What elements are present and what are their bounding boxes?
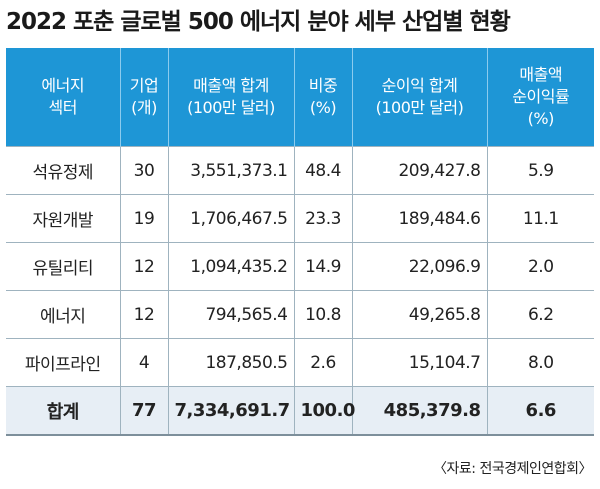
header-companies: 기업 (개) [119,48,168,147]
cell-sector: 파이프라인 [6,338,120,387]
cell-share: 48.4 [293,146,352,195]
cell-share: 14.9 [293,242,352,291]
cell-companies: 12 [119,242,168,291]
header-line: (100만 달러) [375,98,464,117]
header-line: (100만 달러) [187,98,275,117]
header-line: 순이익 합계 [381,76,458,95]
cell-margin: 11.1 [486,194,594,243]
cell-sector: 합계 [6,386,120,436]
cell-revenue: 7,334,691.7 [167,386,294,436]
cell-share: 10.8 [293,290,352,339]
cell-profit: 15,104.7 [351,338,487,387]
table-row: 자원개발 19 1,706,467.5 23.3 189,484.6 11.1 [6,194,594,243]
header-line: (개) [131,98,157,117]
cell-companies: 77 [119,386,168,436]
header-line: 비중 [308,76,338,95]
cell-profit: 209,427.8 [351,146,487,195]
header-line: 기업 [129,76,159,95]
cell-margin: 2.0 [486,242,594,291]
energy-sector-table: 에너지 섹터 기업 (개) 매출액 합계 (100만 달러) 비중 (%) 순이… [6,48,594,436]
cell-sector: 에너지 [6,290,120,339]
cell-share: 2.6 [293,338,352,387]
cell-profit: 49,265.8 [351,290,487,339]
header-line: (%) [309,98,337,117]
cell-sector: 자원개발 [6,194,120,243]
table-row: 석유정제 30 3,551,373.1 48.4 209,427.8 5.9 [6,146,594,195]
cell-margin: 5.9 [486,146,594,195]
cell-companies: 19 [119,194,168,243]
cell-sector: 유틸리티 [6,242,120,291]
cell-revenue: 794,565.4 [167,290,294,339]
cell-revenue: 187,850.5 [167,338,294,387]
header-line: 매출액 합계 [193,76,269,95]
header-share: 비중 (%) [293,48,352,147]
cell-share: 100.0 [293,386,355,436]
cell-revenue: 1,706,467.5 [167,194,294,243]
cell-profit: 22,096.9 [351,242,487,291]
cell-companies: 30 [119,146,168,195]
table-row: 파이프라인 4 187,850.5 2.6 15,104.7 8.0 [6,338,594,387]
header-line: (%) [527,109,555,128]
cell-companies: 4 [119,338,168,387]
table-row: 에너지 12 794,565.4 10.8 49,265.8 6.2 [6,290,594,339]
cell-margin: 6.2 [486,290,594,339]
cell-profit: 189,484.6 [351,194,487,243]
total-row: 합계 77 7,334,691.7 100.0 485,379.8 6.6 [6,386,594,436]
table-title: 2022 포춘 글로벌 500 에너지 분야 세부 산업별 현황 [6,9,511,35]
header-row: 에너지 섹터 기업 (개) 매출액 합계 (100만 달러) 비중 (%) 순이… [6,48,594,147]
cell-revenue: 3,551,373.1 [167,146,294,195]
cell-companies: 12 [119,290,168,339]
cell-profit: 485,379.8 [351,386,487,436]
cell-sector: 석유정제 [6,146,120,195]
header-revenue: 매출액 합계 (100만 달러) [167,48,294,147]
header-margin: 매출액 순이익률 (%) [486,48,594,147]
cell-margin: 6.6 [486,386,594,436]
cell-margin: 8.0 [486,338,594,387]
table-row: 유틸리티 12 1,094,435.2 14.9 22,096.9 2.0 [6,242,594,291]
cell-share: 23.3 [293,194,352,243]
header-line: 에너지 [41,76,85,95]
header-profit: 순이익 합계 (100만 달러) [351,48,487,147]
header-line: 순이익률 [512,87,570,106]
header-sector: 에너지 섹터 [6,48,120,147]
cell-revenue: 1,094,435.2 [167,242,294,291]
source-note: 〈자료: 전국경제인연합회〉 [433,461,592,477]
header-line: 섹터 [48,98,78,117]
header-line: 매출액 [519,65,563,84]
